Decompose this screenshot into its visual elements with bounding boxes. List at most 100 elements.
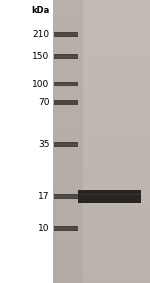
Bar	[53, 138, 83, 139]
Bar	[53, 252, 150, 253]
Bar	[53, 132, 150, 133]
Bar	[53, 171, 150, 172]
Bar	[53, 131, 83, 132]
Bar	[53, 35, 83, 36]
Bar	[53, 274, 83, 275]
Bar	[53, 93, 83, 94]
Bar	[53, 171, 83, 172]
Bar	[53, 78, 150, 79]
Bar	[53, 261, 83, 262]
Bar	[53, 145, 150, 146]
Bar	[53, 172, 150, 173]
Bar	[53, 54, 83, 55]
Bar	[53, 82, 83, 83]
Bar	[53, 85, 150, 86]
Bar	[53, 265, 150, 266]
Bar	[53, 207, 150, 209]
Bar	[53, 193, 83, 194]
Bar	[53, 146, 83, 147]
Bar	[53, 170, 150, 171]
Bar	[53, 117, 150, 118]
Bar	[53, 253, 83, 254]
Bar	[53, 69, 83, 70]
Bar	[53, 66, 83, 67]
Bar	[53, 245, 83, 246]
Bar	[53, 281, 150, 282]
Bar	[53, 239, 150, 240]
Bar	[53, 235, 83, 236]
Bar	[53, 32, 150, 33]
Bar	[53, 26, 150, 27]
Bar	[53, 53, 150, 54]
Bar	[53, 48, 150, 49]
Bar	[53, 64, 83, 65]
Bar	[53, 13, 83, 14]
Bar	[53, 111, 83, 112]
Bar	[53, 219, 150, 220]
Bar	[53, 217, 83, 218]
Bar	[53, 147, 150, 148]
Bar	[53, 73, 150, 74]
Bar	[53, 118, 83, 119]
Bar	[53, 39, 83, 40]
Bar	[53, 149, 150, 150]
Bar	[53, 8, 83, 9]
Bar	[53, 218, 83, 219]
Bar	[53, 206, 83, 207]
Bar	[53, 273, 83, 274]
Bar	[53, 129, 83, 130]
Bar	[53, 38, 150, 39]
Bar	[53, 154, 83, 155]
Bar	[53, 121, 83, 122]
Bar	[53, 266, 83, 267]
Bar	[53, 101, 83, 102]
Bar	[53, 55, 83, 56]
Bar	[53, 234, 150, 235]
Bar	[53, 226, 83, 227]
Bar	[53, 243, 150, 244]
Bar	[53, 267, 83, 268]
Bar	[53, 194, 150, 195]
Bar	[53, 127, 150, 128]
Bar	[53, 254, 83, 255]
Bar	[53, 42, 150, 43]
Text: 17: 17	[38, 192, 50, 201]
Bar	[53, 0, 83, 1]
Bar	[53, 129, 150, 130]
Bar	[53, 2, 150, 3]
Bar	[53, 152, 83, 153]
Bar	[53, 141, 83, 142]
Bar	[53, 39, 150, 40]
Bar	[53, 81, 150, 82]
Bar	[53, 248, 150, 249]
Bar	[53, 99, 150, 100]
Bar	[53, 262, 150, 263]
Bar	[53, 50, 150, 51]
Bar	[53, 52, 83, 53]
Bar	[53, 10, 83, 11]
Bar	[53, 224, 150, 226]
Bar	[53, 257, 150, 258]
Bar	[53, 212, 150, 213]
Bar	[53, 65, 83, 66]
Bar	[53, 204, 150, 205]
Bar	[53, 91, 83, 93]
Bar	[53, 100, 150, 101]
Bar	[53, 97, 150, 98]
Bar	[53, 188, 150, 189]
Bar	[53, 257, 83, 258]
Bar	[53, 38, 83, 39]
Bar	[53, 119, 150, 120]
Bar	[53, 232, 150, 233]
Bar	[53, 187, 83, 188]
Bar	[53, 107, 83, 108]
Bar	[53, 124, 83, 125]
Bar	[53, 29, 150, 30]
Bar	[53, 54, 150, 55]
Bar	[54, 100, 78, 105]
Bar	[53, 86, 150, 87]
Bar	[53, 105, 150, 106]
Bar	[53, 103, 150, 104]
Bar	[53, 237, 83, 238]
Bar	[53, 52, 150, 53]
